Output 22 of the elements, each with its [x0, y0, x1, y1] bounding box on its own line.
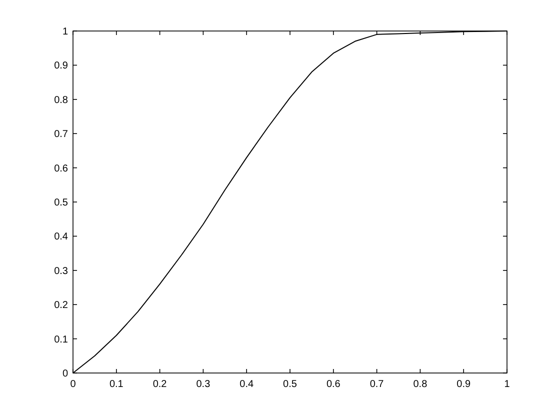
x-tick-label: 0.3	[196, 379, 211, 390]
y-tick-label: 0.4	[54, 232, 68, 243]
x-tick-label: 0.8	[413, 379, 428, 390]
y-tick-label: 0.8	[54, 94, 68, 106]
x-tick-label: 0.5	[283, 379, 298, 390]
y-tick-label: 0.5	[54, 198, 68, 208]
y-tick-label: 0.3	[54, 266, 68, 277]
x-tick-label: 0.9	[456, 379, 471, 390]
x-tick-label: 0.1	[109, 379, 124, 390]
x-tick-label: 0.2	[152, 379, 168, 390]
y-tick-label: 0.7	[54, 129, 68, 140]
x-tick-label: 0.4	[240, 379, 254, 390]
y-tick-label: 1	[62, 26, 68, 38]
y-tick-label: 0.9	[54, 60, 68, 72]
y-tick-label: 0.6	[54, 163, 68, 174]
x-tick-label: 1	[504, 379, 510, 390]
x-tick-label: 0.7	[370, 379, 384, 390]
x-tick-label: 0.6	[326, 379, 341, 390]
y-tick-label: 0	[62, 368, 68, 380]
y-tick-label: 0.1	[54, 334, 68, 346]
y-tick-label: 0.2	[54, 300, 68, 312]
x-tick-label: 0	[70, 379, 76, 390]
